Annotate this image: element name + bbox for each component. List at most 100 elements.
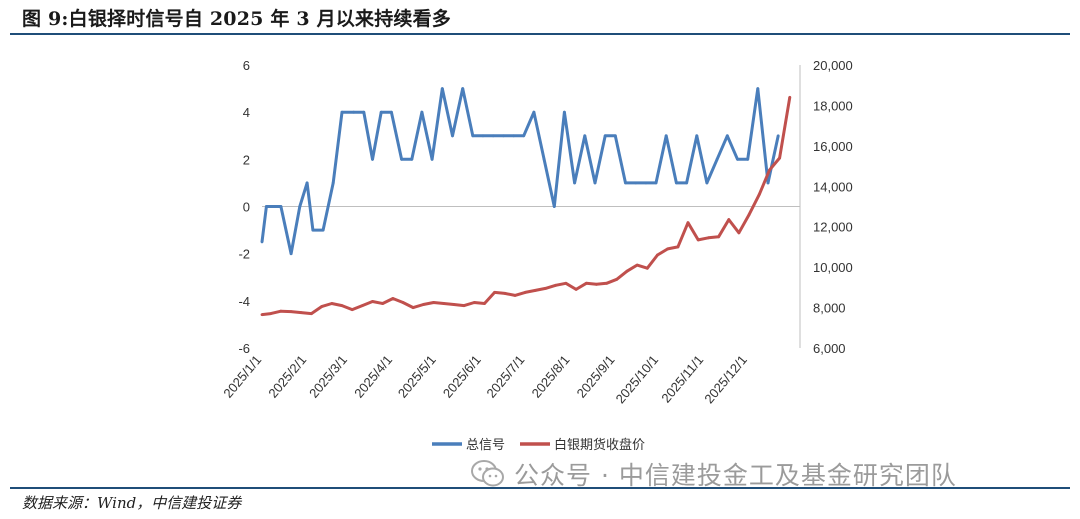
- series-1-point: [298, 205, 302, 208]
- series-2-point: [452, 303, 456, 306]
- series-2-point: [574, 288, 578, 291]
- series-2-point: [788, 95, 792, 99]
- right-y-tick-label: 12,000: [813, 220, 853, 235]
- x-tick-label: 2025/7/1: [483, 352, 527, 400]
- series-2-point: [544, 287, 547, 290]
- figure-title: 图 9:白银择时信号自 2025 年 3 月以来持续看多: [22, 8, 452, 30]
- series-2-point: [727, 218, 731, 222]
- series-1-point: [410, 157, 414, 161]
- left-y-tick-label: 6: [243, 58, 250, 73]
- series-1-point: [654, 181, 658, 185]
- series-2-point: [462, 304, 466, 307]
- series-1-point: [725, 134, 729, 138]
- series-1-point: [502, 134, 505, 138]
- series-2-point: [666, 247, 670, 251]
- series-2-point: [432, 301, 435, 304]
- right-y-tick-label: 18,000: [813, 98, 853, 113]
- series-1-point: [675, 181, 678, 185]
- series-2-point: [768, 168, 771, 172]
- series-2-point: [310, 312, 313, 315]
- series-1-point: [644, 181, 648, 185]
- series-1-point: [715, 157, 719, 161]
- series-2-point: [442, 302, 446, 305]
- series-1-point: [593, 181, 597, 185]
- series-2-point: [717, 235, 720, 239]
- series-2-point: [401, 301, 405, 304]
- series-1-point: [420, 110, 424, 114]
- series-2-point: [686, 221, 690, 225]
- series-1-point: [583, 134, 587, 138]
- watermark-text: 公众号 · 中信建投金工及基金研究团队: [514, 461, 957, 490]
- series-1-point: [613, 134, 617, 138]
- x-tick-label: 2025/6/1: [440, 352, 484, 400]
- series-2-point: [483, 302, 486, 305]
- series-2-point: [778, 156, 781, 160]
- series-2-point: [564, 281, 568, 285]
- series-2-point: [595, 282, 598, 286]
- x-tick-label: 2025/9/1: [574, 352, 618, 400]
- series-1-point: [340, 110, 344, 114]
- series-2-point: [269, 312, 273, 315]
- series-2-point: [320, 305, 323, 308]
- series-1-point: [289, 252, 293, 256]
- x-tick-label: 2025/5/1: [395, 352, 439, 400]
- legend-label: 总信号: [466, 437, 505, 452]
- series-2-point: [635, 263, 639, 267]
- bottom-divider: [10, 487, 1070, 489]
- right-y-axis: 20,000 18,000 16,000 14,000 12,000 10,000 8,00…: [799, 58, 853, 356]
- series-2-point: [513, 294, 517, 297]
- left-y-tick-label: -2: [238, 247, 250, 262]
- series-1-point: [746, 157, 750, 161]
- series-2-point: [747, 213, 751, 217]
- x-tick-label: 2025/4/1: [351, 352, 395, 400]
- series-2-point: [605, 281, 608, 285]
- series-layer: [260, 87, 792, 317]
- series-1-point: [471, 134, 475, 138]
- series-1-point: [603, 134, 607, 138]
- wechat-icon: [471, 460, 504, 487]
- series-2-point: [422, 303, 425, 306]
- series-2-point: [350, 308, 354, 311]
- series-2-point: [299, 311, 303, 314]
- right-y-tick-label: 16,000: [813, 139, 853, 154]
- series-2-point: [656, 253, 659, 257]
- series-1-point: [379, 110, 383, 114]
- left-y-tick-label: -6: [238, 341, 250, 356]
- series-1-point: [705, 181, 709, 185]
- series-2-point: [289, 310, 293, 313]
- series-1-point: [440, 87, 444, 90]
- series-2-point: [757, 193, 761, 196]
- x-tick-label: 2025/1/1: [220, 352, 264, 400]
- series-2-point: [523, 291, 527, 294]
- series-1-point: [390, 110, 393, 114]
- series-2-point: [615, 277, 619, 281]
- watermark: 公众号 · 中信建投金工及基金研究团队: [470, 456, 957, 492]
- x-tick-label: 2025/3/1: [306, 352, 350, 400]
- series-2-point: [330, 302, 334, 305]
- series-2-point: [503, 292, 507, 295]
- series-2-point: [391, 297, 395, 300]
- series-1-point: [552, 205, 556, 208]
- series-1-point: [352, 110, 355, 114]
- series-1-point: [451, 134, 454, 138]
- right-y-tick-label: 10,000: [813, 260, 853, 275]
- series-1-point: [260, 240, 264, 244]
- series-2-point: [707, 236, 710, 240]
- series-2-point: [371, 300, 374, 303]
- series-2-point: [360, 304, 364, 307]
- series-1-point: [563, 110, 566, 114]
- series-1-point: [664, 134, 668, 138]
- right-y-tick-label: 6,000: [813, 341, 846, 356]
- x-tick-label: 2025/8/1: [529, 352, 573, 400]
- x-tick-label: 2025/11/1: [658, 352, 706, 405]
- left-y-tick-label: 2: [243, 152, 250, 167]
- series-1-point: [634, 181, 638, 185]
- series-1-point: [279, 205, 283, 208]
- series-1-point: [512, 134, 515, 138]
- series-2-point: [260, 313, 264, 316]
- series-1-point: [756, 87, 760, 90]
- right-y-tick-label: 8,000: [813, 301, 846, 316]
- left-y-tick-label: 0: [243, 200, 250, 215]
- series-1-point: [736, 157, 739, 161]
- series-1-point: [305, 181, 309, 185]
